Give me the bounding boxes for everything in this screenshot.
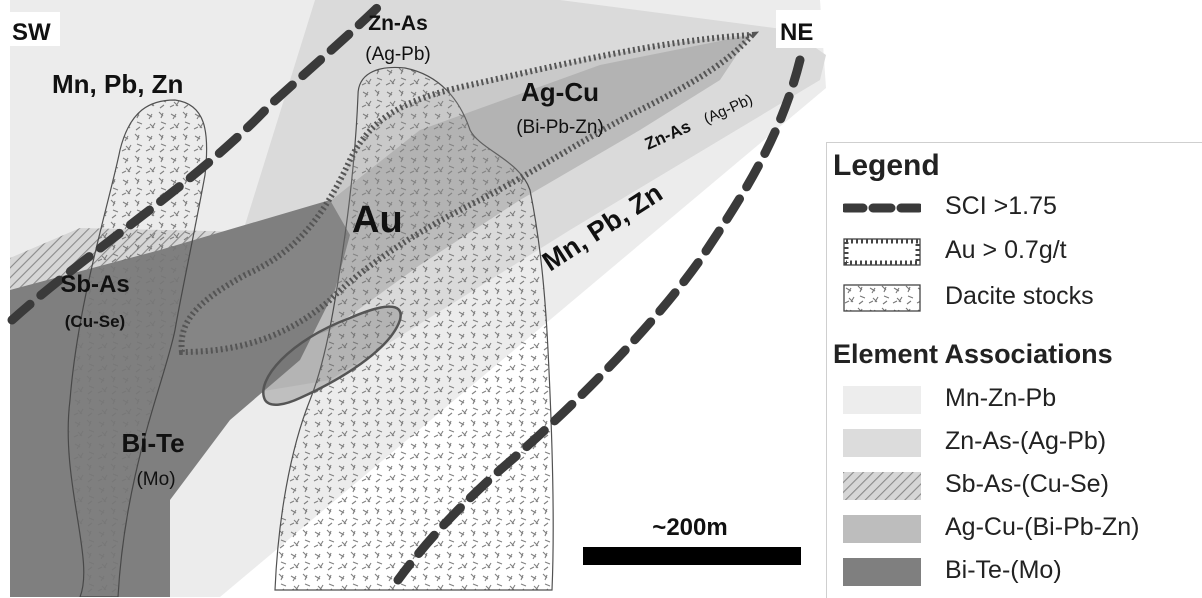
label-bite-sub: (Mo) [136, 469, 175, 490]
label-au: Au [352, 199, 403, 241]
label-sbas: Sb-As [60, 271, 129, 298]
dashed-line-icon [843, 203, 921, 213]
legend-row-dacite: Dacite stocks [827, 281, 1202, 317]
legend-row-agcu: Ag-Cu-(Bi-Pb-Zn) [827, 512, 1202, 548]
legend-label-mnznpb: Mn-Zn-Pb [945, 384, 1057, 412]
au-grade-outline-small [262, 305, 402, 406]
legend-label-dacite: Dacite stocks [945, 282, 1094, 310]
label-agcu: Ag-Cu [521, 77, 599, 107]
swatch-ag-cu [843, 515, 921, 543]
legend-row-znas: Zn-As-(Ag-Pb) [827, 426, 1202, 462]
legend-row-mnznpb: Mn-Zn-Pb [827, 383, 1202, 419]
legend-row-sci: SCI >1.75 [827, 191, 1202, 227]
legend-row-au: Au > 0.7g/t [827, 235, 1202, 271]
ne-label-bg [776, 10, 828, 48]
label-bite: Bi-Te [121, 428, 184, 458]
label-znas-top: Zn-As [368, 12, 428, 35]
au-outline-icon [843, 238, 921, 266]
sci-line-east [393, 55, 805, 585]
direction-ne: NE [780, 19, 813, 46]
legend-label-agcu: Ag-Cu-(Bi-Pb-Zn) [945, 513, 1140, 541]
label-znas-top-sub: (Ag-Pb) [365, 44, 430, 65]
dacite-pattern-icon [843, 284, 921, 312]
sci-line-west [7, 0, 385, 325]
label-mnpbzn-top: Mn, Pb, Zn [52, 69, 183, 99]
dacite-stock-left [67, 99, 208, 597]
scale-bar [583, 547, 801, 565]
legend-label-bite: Bi-Te-(Mo) [945, 556, 1062, 584]
scale-bar-label: ~200m [652, 514, 727, 541]
sw-label-bg [8, 12, 60, 46]
direction-sw: SW [12, 19, 51, 46]
swatch-bi-te [843, 558, 921, 586]
swatch-sb-as [843, 472, 921, 500]
label-agcu-sub: (Bi-Pb-Zn) [516, 117, 604, 138]
au-grade-outline [178, 31, 759, 356]
legend-title: Legend [833, 149, 940, 182]
legend-label-au: Au > 0.7g/t [945, 236, 1067, 264]
scale-bar-bg [572, 500, 808, 585]
dacite-stock-center [274, 66, 554, 591]
legend-panel: Legend SCI >1.75 Au > 0.7g/t Dacite stoc… [826, 142, 1202, 598]
legend-label-znas: Zn-As-(Ag-Pb) [945, 427, 1107, 455]
legend-label-sci: SCI >1.75 [945, 192, 1057, 220]
label-sbas-sub: (Cu-Se) [65, 312, 125, 331]
legend-row-sbas: Sb-As-(Cu-Se) [827, 469, 1202, 505]
legend-associations-title: Element Associations [833, 339, 1113, 369]
swatch-mn-zn-pb [843, 386, 921, 414]
swatch-zn-as [843, 429, 921, 457]
legend-label-sbas: Sb-As-(Cu-Se) [945, 470, 1109, 498]
legend-row-bite: Bi-Te-(Mo) [827, 555, 1202, 591]
